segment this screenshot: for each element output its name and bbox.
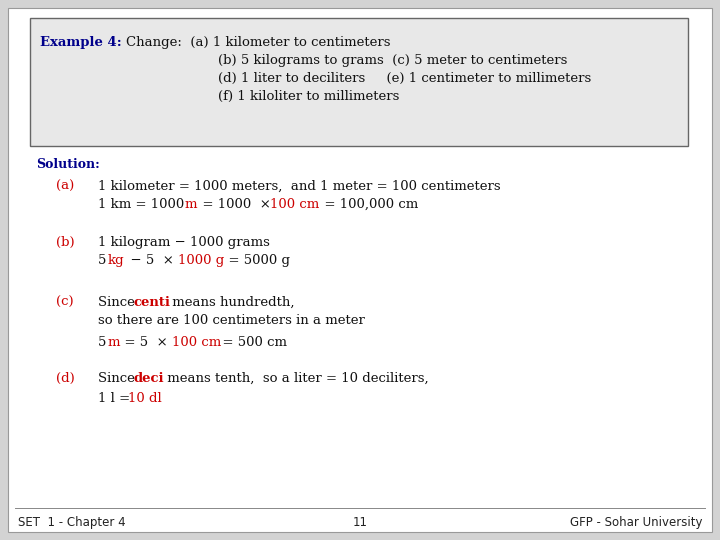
Text: − 5  ×: − 5 × [122,254,178,267]
Text: Change:  (a) 1 kilometer to centimeters: Change: (a) 1 kilometer to centimeters [126,36,390,49]
Text: (f) 1 kiloliter to millimeters: (f) 1 kiloliter to millimeters [218,90,400,103]
Text: 5: 5 [98,254,111,267]
Text: (c): (c) [56,296,73,309]
Text: Since: Since [98,296,139,309]
Text: so there are 100 centimeters in a meter: so there are 100 centimeters in a meter [98,314,365,327]
Text: (b) 5 kilograms to grams  (c) 5 meter to centimeters: (b) 5 kilograms to grams (c) 5 meter to … [218,54,567,67]
FancyBboxPatch shape [30,18,688,146]
Text: means tenth,  so a liter = 10 deciliters,: means tenth, so a liter = 10 deciliters, [163,372,428,385]
Text: = 5000 g: = 5000 g [220,254,290,267]
Text: m: m [108,336,120,349]
Text: 1000 g: 1000 g [178,254,224,267]
Text: = 5  ×: = 5 × [116,336,172,349]
FancyBboxPatch shape [8,8,712,532]
Text: 1 km = 1000: 1 km = 1000 [98,198,189,211]
Text: (a): (a) [56,180,74,193]
Text: 1 l =: 1 l = [98,392,135,405]
Text: means hundredth,: means hundredth, [168,296,294,309]
Text: = 100,000 cm: = 100,000 cm [316,198,418,211]
Text: centi: centi [133,296,170,309]
Text: Solution:: Solution: [36,158,100,171]
Text: (d) 1 liter to deciliters     (e) 1 centimeter to millimeters: (d) 1 liter to deciliters (e) 1 centimet… [218,72,591,85]
Text: kg: kg [108,254,125,267]
Text: (d): (d) [56,372,75,385]
Text: 100 cm: 100 cm [172,336,221,349]
Text: 10 dl: 10 dl [128,392,162,405]
Text: 100 cm: 100 cm [270,198,319,211]
Text: (b): (b) [56,236,75,249]
Text: GFP - Sohar University: GFP - Sohar University [570,516,702,529]
Text: 11: 11 [353,516,367,529]
Text: Since: Since [98,372,139,385]
Text: 1 kilogram − 1000 grams: 1 kilogram − 1000 grams [98,236,270,249]
Text: = 500 cm: = 500 cm [214,336,287,349]
Text: m: m [185,198,197,211]
Text: SET  1 - Chapter 4: SET 1 - Chapter 4 [18,516,125,529]
Text: deci: deci [133,372,163,385]
Text: = 1000  ×: = 1000 × [194,198,275,211]
Text: Example 4:: Example 4: [40,36,122,49]
Text: 5: 5 [98,336,111,349]
Text: 1 kilometer = 1000 meters,  and 1 meter = 100 centimeters: 1 kilometer = 1000 meters, and 1 meter =… [98,180,500,193]
